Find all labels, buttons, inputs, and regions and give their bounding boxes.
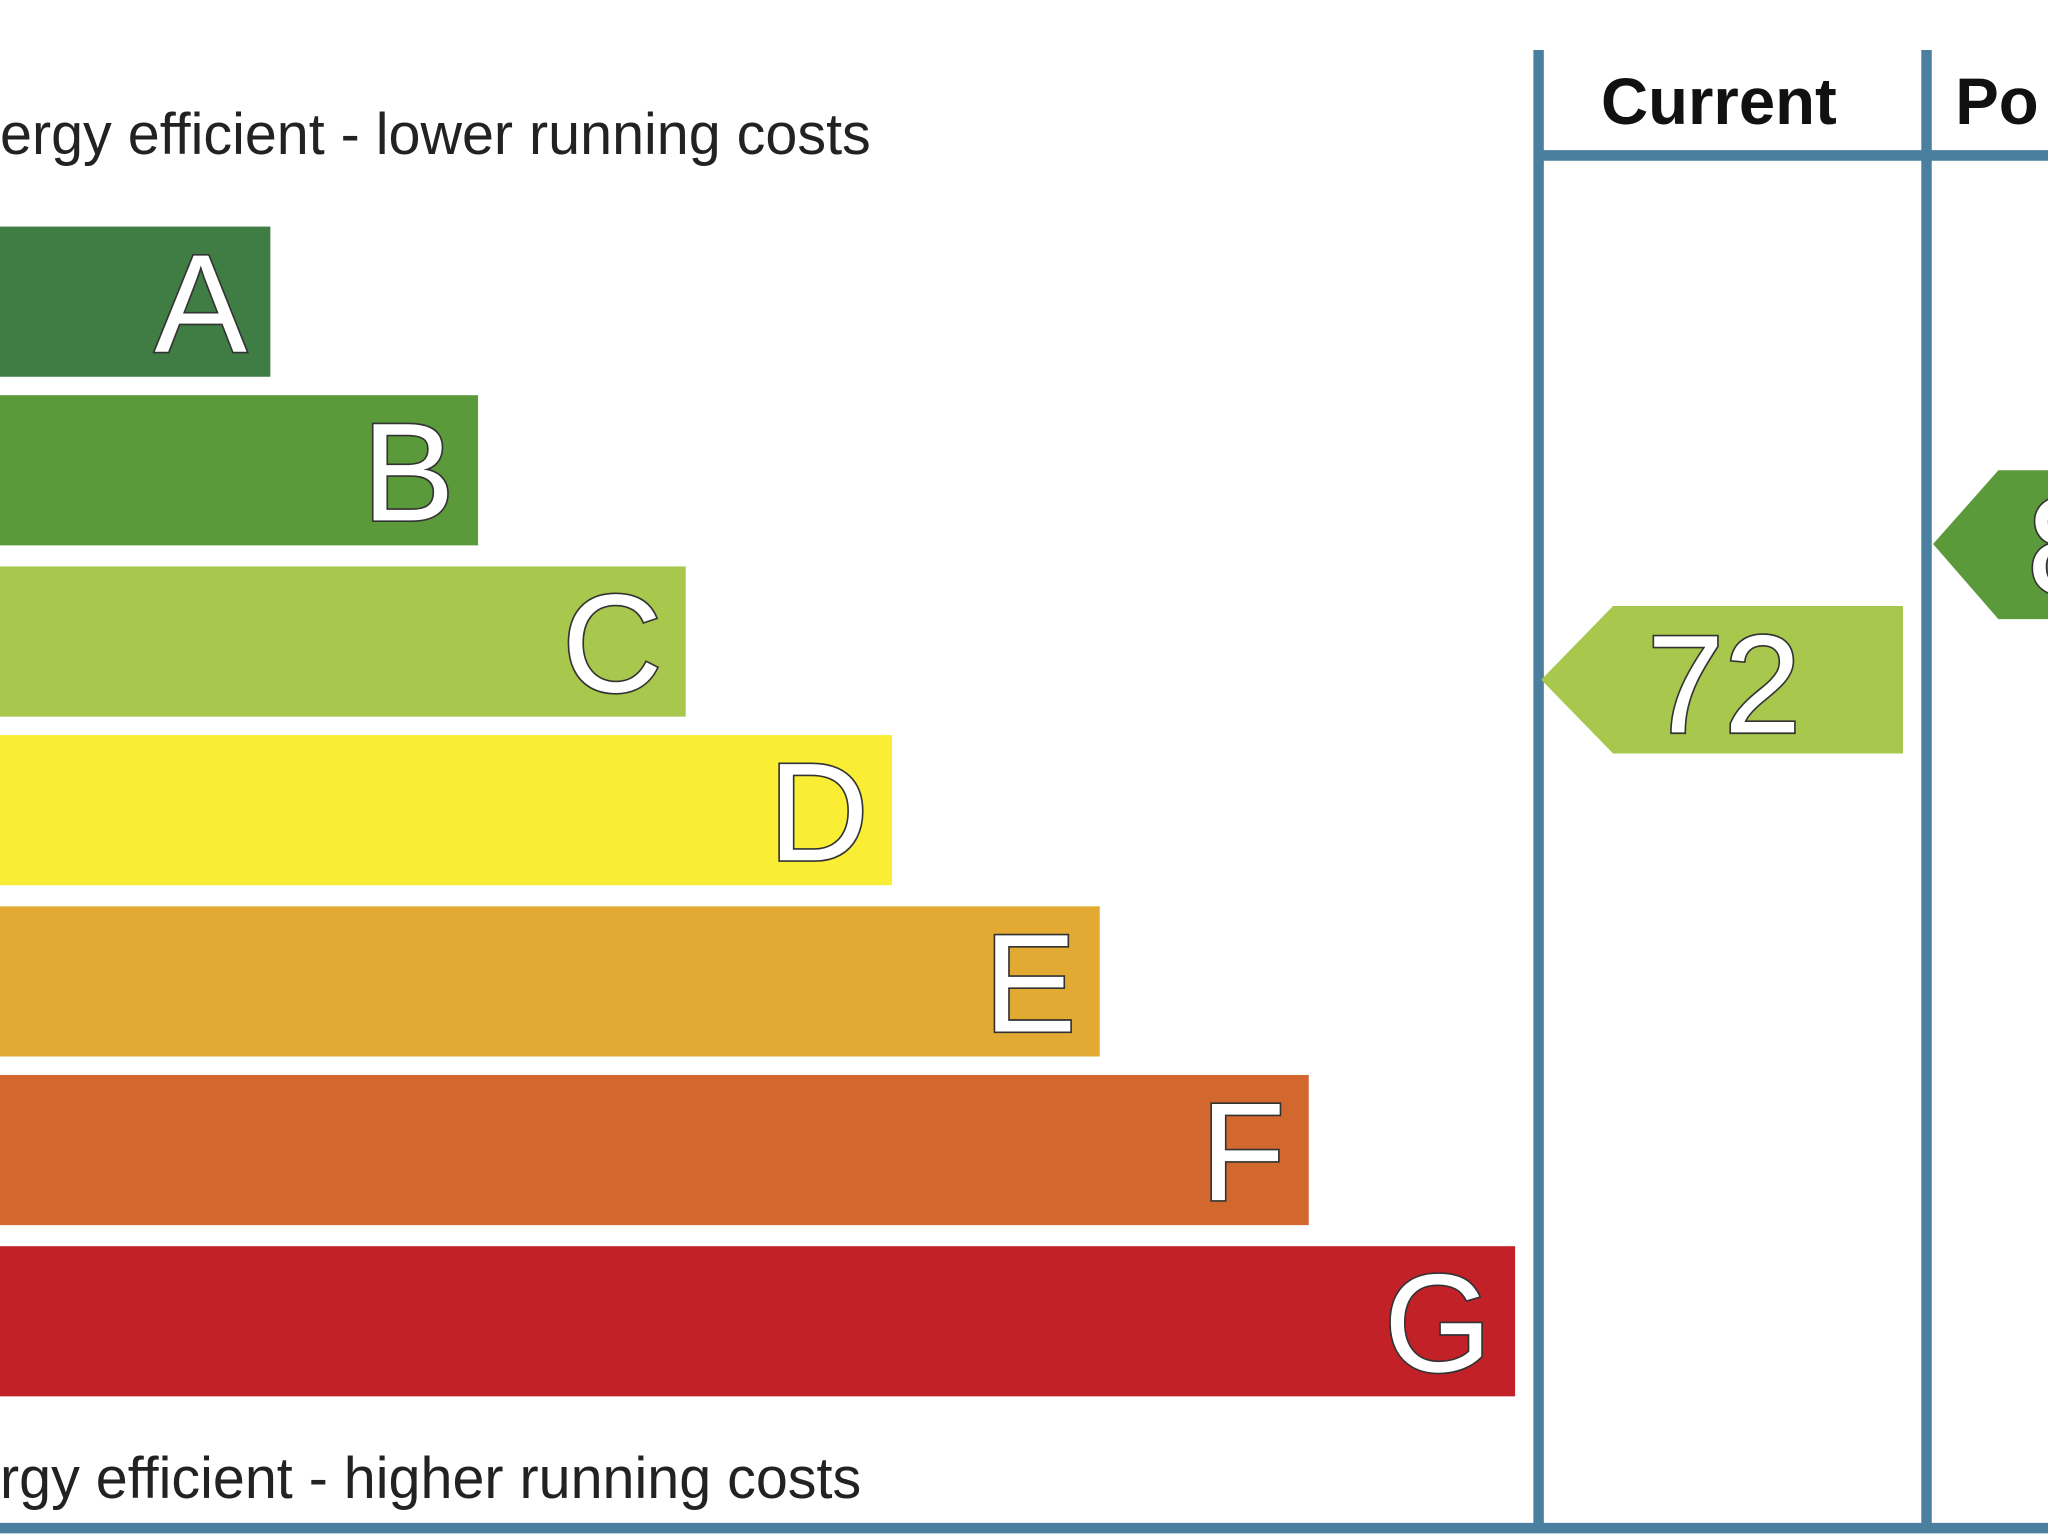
- potential-rating: 8: [2027, 469, 2048, 625]
- potential-arrow: [1933, 470, 2048, 620]
- current-arrow: [1541, 605, 1904, 754]
- band-bar: [0, 1074, 1309, 1226]
- bottom-note: rgy efficient - higher running costs: [0, 1447, 861, 1511]
- top-note: ergy efficient - lower running costs: [0, 103, 871, 167]
- band-letter: D: [769, 735, 869, 891]
- band-bar: [0, 735, 893, 886]
- band-bar: [0, 566, 686, 717]
- band-letter: E: [984, 906, 1076, 1062]
- band-bar: [0, 906, 1100, 1057]
- band-letter: F: [1201, 1075, 1286, 1231]
- band-bar: [0, 1246, 1516, 1397]
- band-letter: B: [362, 395, 454, 551]
- current-header: Current: [1601, 65, 1837, 138]
- band-letter: A: [155, 226, 248, 382]
- band-bar: [0, 226, 271, 377]
- current-rating: 72: [1647, 607, 1801, 763]
- band-letter: G: [1384, 1246, 1492, 1402]
- band-letter: C: [562, 566, 662, 722]
- band-bar: [0, 395, 479, 546]
- potential-header: Po: [1955, 65, 2038, 138]
